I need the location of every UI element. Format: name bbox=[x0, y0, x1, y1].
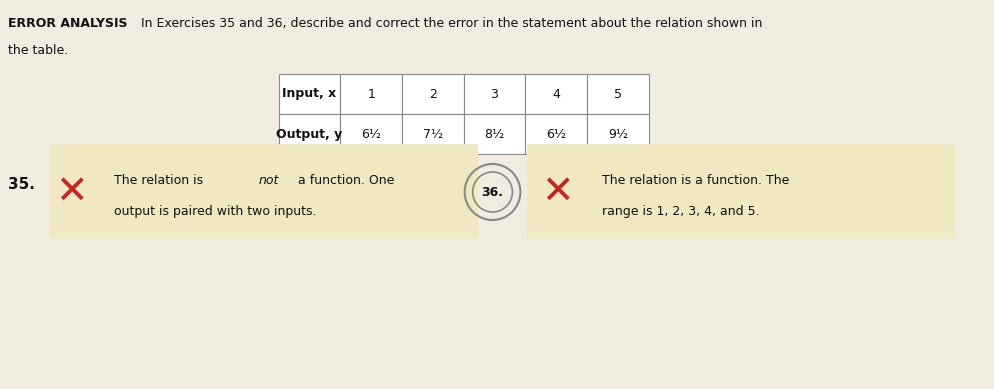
Text: In Exercises 35 and 36, describe and correct the error in the statement about th: In Exercises 35 and 36, describe and cor… bbox=[137, 17, 762, 30]
FancyBboxPatch shape bbox=[50, 144, 477, 239]
FancyBboxPatch shape bbox=[340, 74, 402, 114]
Text: output is paired with two inputs.: output is paired with two inputs. bbox=[114, 205, 317, 217]
FancyBboxPatch shape bbox=[527, 144, 954, 239]
Text: 7½: 7½ bbox=[422, 128, 442, 140]
FancyBboxPatch shape bbox=[278, 74, 340, 114]
FancyBboxPatch shape bbox=[340, 114, 402, 154]
Text: The relation is: The relation is bbox=[114, 175, 208, 187]
FancyBboxPatch shape bbox=[402, 74, 463, 114]
Text: not: not bbox=[258, 175, 278, 187]
Text: 5: 5 bbox=[613, 88, 621, 100]
Text: range is 1, 2, 3, 4, and 5.: range is 1, 2, 3, 4, and 5. bbox=[601, 205, 758, 217]
Text: 3: 3 bbox=[490, 88, 498, 100]
Text: 6½: 6½ bbox=[361, 128, 381, 140]
Text: 8½: 8½ bbox=[484, 128, 504, 140]
FancyBboxPatch shape bbox=[463, 114, 525, 154]
FancyBboxPatch shape bbox=[586, 114, 648, 154]
Text: ✕: ✕ bbox=[56, 173, 87, 211]
Text: 1: 1 bbox=[367, 88, 375, 100]
Text: ✕: ✕ bbox=[541, 173, 573, 211]
Text: Output, y: Output, y bbox=[276, 128, 342, 140]
FancyBboxPatch shape bbox=[463, 74, 525, 114]
Text: a function. One: a function. One bbox=[293, 175, 394, 187]
Text: The relation is a function. The: The relation is a function. The bbox=[601, 175, 788, 187]
FancyBboxPatch shape bbox=[402, 114, 463, 154]
Text: 35.: 35. bbox=[8, 177, 35, 191]
FancyBboxPatch shape bbox=[525, 114, 586, 154]
Text: 6½: 6½ bbox=[546, 128, 566, 140]
Text: ERROR ANALYSIS: ERROR ANALYSIS bbox=[8, 17, 127, 30]
Text: 36.: 36. bbox=[481, 186, 503, 198]
Text: 9½: 9½ bbox=[607, 128, 627, 140]
Text: the table.: the table. bbox=[8, 44, 69, 57]
FancyBboxPatch shape bbox=[278, 114, 340, 154]
Text: 2: 2 bbox=[428, 88, 436, 100]
Text: Input, x: Input, x bbox=[282, 88, 336, 100]
Text: 4: 4 bbox=[552, 88, 560, 100]
FancyBboxPatch shape bbox=[525, 74, 586, 114]
FancyBboxPatch shape bbox=[586, 74, 648, 114]
